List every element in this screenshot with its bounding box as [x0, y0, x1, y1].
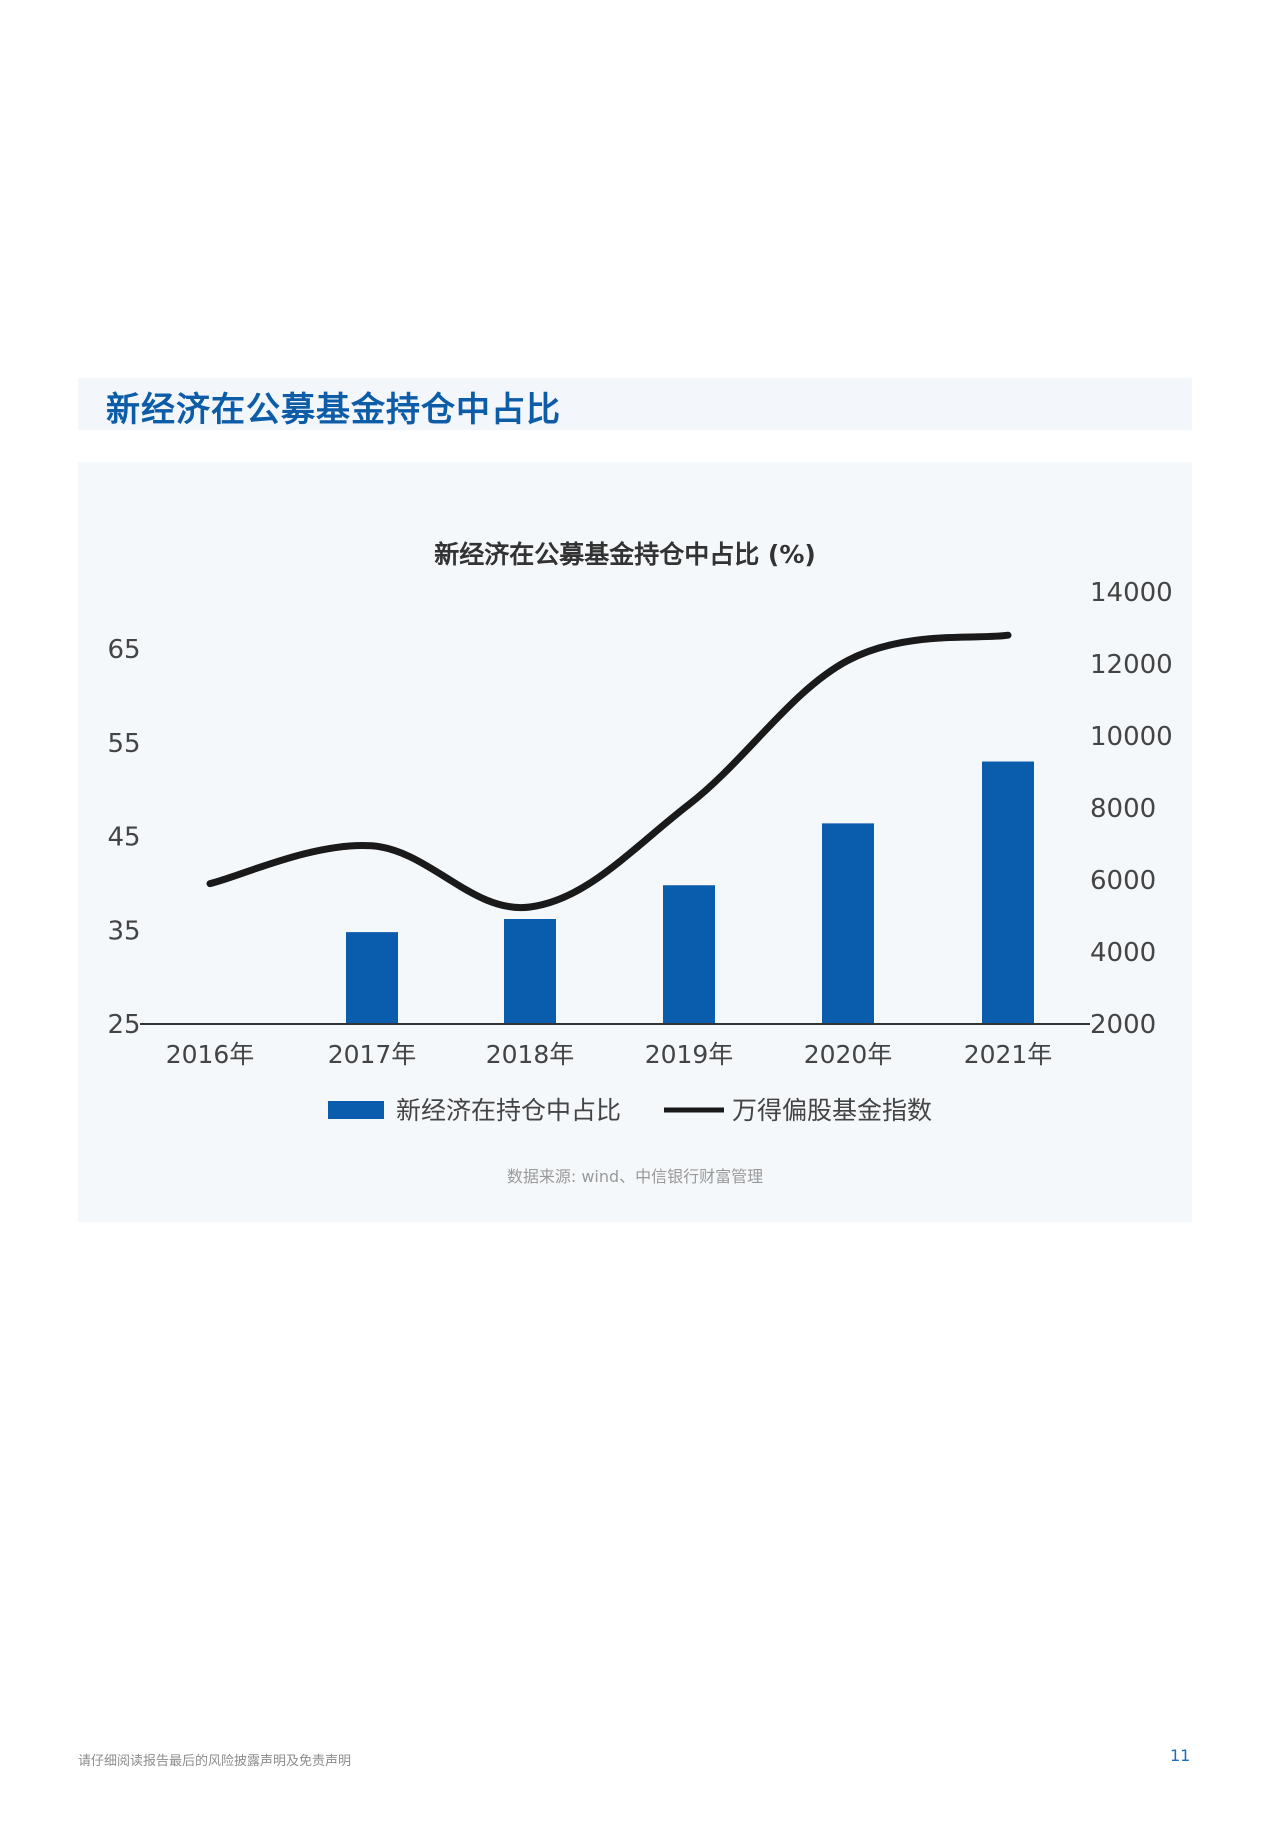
- legend-line-label: 万得偏股基金指数: [732, 1096, 932, 1125]
- right-axis-tick-label: 14000: [1090, 578, 1173, 608]
- legend-bar-swatch: [328, 1101, 384, 1119]
- section-title-bar: 新经济在公募基金持仓中占比: [78, 378, 1192, 430]
- bar: [822, 823, 874, 1024]
- x-axis-tick-label: 2021年: [964, 1040, 1053, 1069]
- series-line: [206, 631, 1012, 912]
- x-axis-tick-label: 2017年: [328, 1040, 417, 1069]
- legend-bar-label: 新经济在持仓中占比: [396, 1096, 621, 1125]
- section-title: 新经济在公募基金持仓中占比: [106, 390, 561, 430]
- x-axis-tick-label: 2019年: [645, 1040, 734, 1069]
- chart-title: 新经济在公募基金持仓中占比 (%): [434, 540, 816, 569]
- right-axis-tick-label: 8000: [1090, 794, 1156, 824]
- left-axis-tick-label: 65: [107, 635, 140, 665]
- chart-svg: 新经济在公募基金持仓中占比 (%) 65 55 45 35 25 14000 12000 100…: [107, 540, 1173, 1186]
- x-axis-tick-label: 2016年: [166, 1040, 255, 1069]
- source-note: 数据来源: wind、中信银行财富管理: [507, 1167, 763, 1186]
- bar: [346, 932, 398, 1024]
- right-axis-tick-label: 10000: [1090, 722, 1173, 752]
- right-axis-tick-label: 2000: [1090, 1010, 1156, 1040]
- left-axis-tick-label: 55: [107, 729, 140, 759]
- left-axis-tick-label: 45: [107, 823, 140, 853]
- page-number: 11: [1170, 1746, 1191, 1765]
- right-axis-tick-label: 4000: [1090, 938, 1156, 968]
- right-axis-tick-label: 6000: [1090, 866, 1156, 896]
- bar: [663, 885, 715, 1024]
- right-axis-tick-label: 12000: [1090, 650, 1173, 680]
- bar: [504, 919, 556, 1024]
- footer-disclaimer: 请仔细阅读报告最后的风险披露声明及免责声明: [78, 1754, 352, 1769]
- chart-panel: 新经济在公募基金持仓中占比 (%) 65 55 45 35 25 14000 12000 100…: [78, 462, 1192, 1222]
- left-axis-tick-label: 25: [107, 1010, 140, 1040]
- left-axis-tick-label: 35: [107, 916, 140, 946]
- x-axis-tick-label: 2020年: [804, 1040, 893, 1069]
- x-axis-tick-label: 2018年: [486, 1040, 575, 1069]
- bar: [982, 761, 1034, 1024]
